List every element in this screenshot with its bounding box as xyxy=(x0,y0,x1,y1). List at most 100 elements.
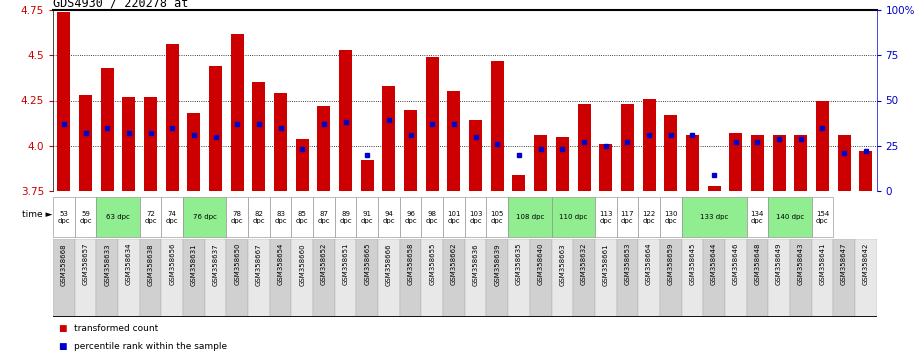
Text: GSM358634: GSM358634 xyxy=(126,243,132,285)
Bar xyxy=(400,197,422,237)
Text: GSM358666: GSM358666 xyxy=(386,243,392,286)
Bar xyxy=(447,91,460,191)
Bar xyxy=(660,239,682,317)
Bar xyxy=(58,12,70,191)
Bar xyxy=(161,239,183,317)
Bar xyxy=(118,239,140,317)
Text: 53
dpc: 53 dpc xyxy=(58,211,70,223)
Text: 91
dpc: 91 dpc xyxy=(361,211,373,223)
Text: ■: ■ xyxy=(58,342,66,351)
Bar xyxy=(101,68,113,191)
Text: GSM358643: GSM358643 xyxy=(798,243,803,285)
Text: GSM358639: GSM358639 xyxy=(494,243,501,286)
Bar xyxy=(617,239,638,317)
Bar xyxy=(552,239,573,317)
Text: GSM358644: GSM358644 xyxy=(711,243,717,285)
Text: 103
dpc: 103 dpc xyxy=(468,211,482,223)
Bar xyxy=(595,239,617,317)
Bar xyxy=(769,239,790,317)
Text: 63 dpc: 63 dpc xyxy=(106,214,130,220)
Bar xyxy=(487,239,508,317)
Text: GSM358665: GSM358665 xyxy=(364,243,371,285)
Bar xyxy=(318,106,330,191)
Bar xyxy=(292,239,313,317)
Bar xyxy=(75,197,96,237)
Text: GSM358647: GSM358647 xyxy=(841,243,847,285)
Bar xyxy=(790,239,812,317)
Bar xyxy=(855,239,877,317)
Text: GSM358660: GSM358660 xyxy=(299,243,306,286)
Text: 110 dpc: 110 dpc xyxy=(559,214,587,220)
Text: GSM358633: GSM358633 xyxy=(104,243,110,286)
Text: 134
dpc: 134 dpc xyxy=(750,211,764,223)
Text: 94
dpc: 94 dpc xyxy=(382,211,395,223)
Bar xyxy=(534,135,547,191)
Text: 87
dpc: 87 dpc xyxy=(318,211,330,223)
Text: GSM358642: GSM358642 xyxy=(863,243,868,285)
Bar xyxy=(270,239,292,317)
Text: 82
dpc: 82 dpc xyxy=(253,211,265,223)
Text: GSM358649: GSM358649 xyxy=(776,243,782,285)
Text: transformed count: transformed count xyxy=(74,324,158,333)
Bar xyxy=(313,239,335,317)
Bar xyxy=(296,138,308,191)
Text: GSM358651: GSM358651 xyxy=(342,243,349,285)
Bar xyxy=(274,93,287,191)
Bar xyxy=(248,239,270,317)
Bar xyxy=(638,197,660,237)
Bar xyxy=(660,197,682,237)
Text: GSM358641: GSM358641 xyxy=(820,243,825,285)
Bar xyxy=(443,239,465,317)
Text: 89
dpc: 89 dpc xyxy=(339,211,352,223)
Text: GSM358654: GSM358654 xyxy=(277,243,284,285)
Text: GSM358650: GSM358650 xyxy=(234,243,241,285)
Bar xyxy=(226,239,248,317)
Bar xyxy=(487,197,508,237)
Bar xyxy=(378,197,400,237)
Bar xyxy=(443,197,465,237)
Bar xyxy=(205,239,226,317)
Text: GSM358663: GSM358663 xyxy=(559,243,565,286)
Bar xyxy=(751,135,764,191)
Bar xyxy=(512,175,525,191)
Bar xyxy=(812,197,834,237)
Bar xyxy=(729,133,742,191)
Bar xyxy=(682,197,747,237)
Text: GSM358632: GSM358632 xyxy=(581,243,587,285)
Bar xyxy=(357,197,378,237)
Bar xyxy=(357,239,378,317)
Bar xyxy=(335,239,357,317)
Text: 154
dpc: 154 dpc xyxy=(816,211,829,223)
Bar xyxy=(465,197,487,237)
Text: GSM358664: GSM358664 xyxy=(646,243,652,285)
Bar xyxy=(465,239,487,317)
Bar xyxy=(140,197,161,237)
Bar xyxy=(772,135,786,191)
Text: GSM358668: GSM358668 xyxy=(61,243,67,286)
Bar xyxy=(704,239,725,317)
Bar xyxy=(292,197,313,237)
Bar xyxy=(270,197,292,237)
Text: 101
dpc: 101 dpc xyxy=(447,211,461,223)
Text: GSM358655: GSM358655 xyxy=(429,243,436,285)
Bar xyxy=(595,197,617,237)
Bar xyxy=(96,197,140,237)
Text: GSM358648: GSM358648 xyxy=(754,243,760,285)
Bar xyxy=(75,239,96,317)
Text: GSM358653: GSM358653 xyxy=(624,243,630,285)
Text: 98
dpc: 98 dpc xyxy=(426,211,438,223)
Bar xyxy=(769,197,812,237)
Bar xyxy=(188,113,200,191)
Text: ■: ■ xyxy=(58,324,66,333)
Bar xyxy=(231,34,243,191)
Text: 59
dpc: 59 dpc xyxy=(80,211,92,223)
Bar xyxy=(834,239,855,317)
Text: GSM358661: GSM358661 xyxy=(603,243,608,286)
Text: GSM358662: GSM358662 xyxy=(451,243,457,285)
Text: GSM358636: GSM358636 xyxy=(473,243,479,286)
Bar xyxy=(508,239,530,317)
Text: 140 dpc: 140 dpc xyxy=(776,214,804,220)
Bar xyxy=(400,239,422,317)
Text: 130
dpc: 130 dpc xyxy=(664,211,677,223)
Text: GSM358638: GSM358638 xyxy=(147,243,154,286)
